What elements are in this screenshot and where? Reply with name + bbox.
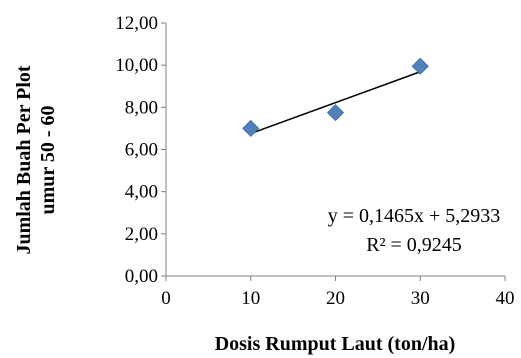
data-point (326, 104, 345, 122)
x-tick-label: 20 (326, 288, 345, 309)
data-point (411, 57, 429, 75)
y-tick-label: 8,00 (125, 97, 158, 118)
x-tick-label: 40 (496, 288, 515, 309)
y-axis-title-line-1: Jumlah Buah Per Plot (13, 65, 35, 254)
y-tick-label: 10,00 (115, 55, 158, 76)
x-tick-marks (165, 276, 506, 281)
x-tick-labels: 0 10 20 30 40 (161, 288, 514, 309)
y-tick-marks (161, 22, 166, 277)
r-squared-label: R² = 0,9245 (366, 234, 462, 256)
trendline (250, 71, 421, 135)
y-axis-title-line-2: umur 50 - 60 (37, 105, 59, 214)
y-tick-label: 2,00 (125, 224, 158, 245)
y-tick-labels: 0,00 2,00 4,00 6,00 8,00 10,00 12,00 (115, 13, 158, 287)
y-tick-label: 4,00 (125, 182, 158, 203)
y-tick-label: 12,00 (115, 13, 158, 34)
x-tick-label: 0 (161, 288, 171, 309)
data-point (242, 119, 260, 137)
x-tick-label: 30 (411, 288, 430, 309)
y-tick-label: 0,00 (125, 266, 158, 287)
data-points (242, 57, 429, 137)
x-tick-label: 10 (241, 288, 260, 309)
x-axis-title: Dosis Rumput Laut (ton/ha) (215, 333, 456, 355)
trendline-equation: y = 0,1465x + 5,2933 (328, 205, 501, 227)
y-tick-label: 6,00 (125, 140, 158, 161)
